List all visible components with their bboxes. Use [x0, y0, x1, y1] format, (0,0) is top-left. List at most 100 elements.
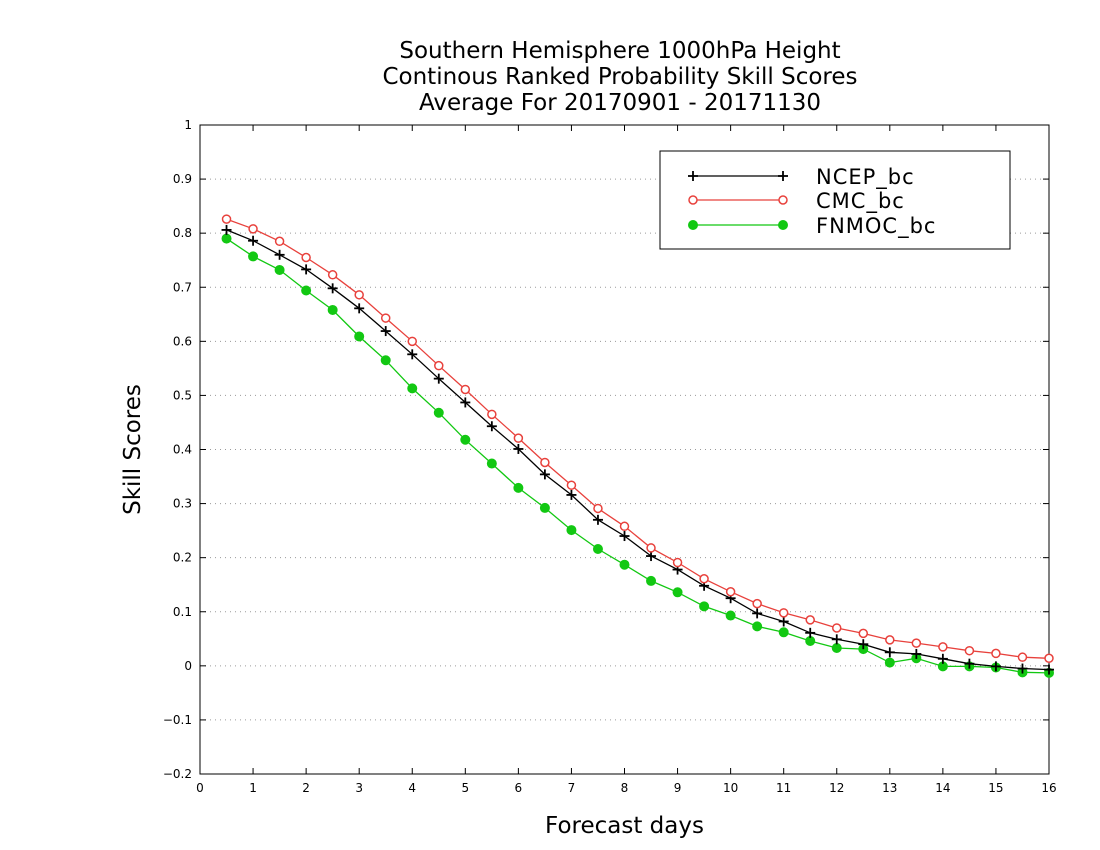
data-point-fnmoc-bc	[752, 621, 763, 632]
data-point-fnmoc-bc	[619, 559, 630, 570]
data-point-ncep-bc	[646, 551, 657, 562]
data-point-cmc-bc	[725, 586, 736, 597]
legend-label-ncep-bc: NCEP_bc	[816, 165, 915, 190]
data-point-ncep-bc	[592, 514, 603, 525]
series-cmc-bc	[221, 214, 1054, 664]
legend-marker-cmc-bc	[688, 195, 698, 205]
data-point-ncep-bc	[380, 326, 391, 337]
y-tick-label: 0.9	[173, 172, 192, 186]
data-point-cmc-bc	[434, 360, 444, 371]
data-point-ncep-bc	[221, 224, 232, 235]
title-line-1: Southern Hemisphere 1000hPa Height	[399, 38, 840, 64]
data-point-cmc-bc	[778, 608, 789, 618]
data-point-fnmoc-bc	[539, 502, 550, 513]
x-tick-label: 15	[988, 781, 1003, 795]
data-point-ncep-bc	[539, 469, 550, 480]
data-point-cmc-bc	[991, 648, 1001, 659]
y-tick-label: 0.5	[173, 388, 192, 402]
data-point-ncep-bc	[486, 421, 497, 432]
data-point-fnmoc-bc	[699, 601, 710, 612]
y-tick-label: 0.2	[173, 551, 192, 565]
data-point-fnmoc-bc	[327, 304, 338, 315]
data-point-fnmoc-bc	[646, 575, 657, 586]
data-point-ncep-bc	[752, 608, 763, 619]
data-point-cmc-bc	[805, 615, 815, 625]
data-point-ncep-bc	[407, 349, 418, 360]
data-point-fnmoc-bc	[248, 251, 259, 262]
data-point-ncep-bc	[327, 283, 338, 294]
data-point-cmc-bc	[699, 574, 709, 584]
x-tick-label: 14	[935, 781, 950, 795]
data-point-ncep-bc	[433, 373, 444, 384]
x-tick-label: 2	[302, 781, 310, 795]
y-axis-label: Skill Scores	[120, 384, 146, 515]
data-point-fnmoc-bc	[407, 383, 418, 394]
data-point-fnmoc-bc	[486, 458, 497, 469]
x-axis-label: Forecast days	[545, 813, 704, 839]
data-point-fnmoc-bc	[221, 233, 232, 244]
data-point-fnmoc-bc	[778, 627, 789, 638]
x-tick-label: 13	[882, 781, 897, 795]
data-point-cmc-bc	[354, 290, 364, 300]
data-point-ncep-bc	[619, 531, 630, 542]
y-tick-label: −0.2	[163, 767, 192, 781]
data-point-cmc-bc	[248, 224, 258, 234]
data-point-cmc-bc	[752, 598, 762, 609]
data-point-fnmoc-bc	[884, 657, 895, 668]
data-point-ncep-bc	[911, 648, 922, 659]
y-tick-label: 0	[184, 659, 192, 673]
data-point-fnmoc-bc	[460, 434, 471, 445]
axis-ticks: −0.2−0.100.10.20.30.40.50.60.70.80.910 1 2…	[163, 118, 1057, 795]
data-point-fnmoc-bc	[592, 544, 603, 555]
data-point-cmc-bc	[407, 336, 417, 347]
data-point-fnmoc-bc	[725, 610, 736, 621]
data-point-fnmoc-bc	[566, 525, 577, 536]
x-tick-label: 8	[621, 781, 629, 795]
x-tick-label: 11	[776, 781, 791, 795]
data-point-ncep-bc	[858, 639, 869, 650]
data-point-cmc-bc	[646, 543, 656, 553]
data-point-cmc-bc	[566, 480, 577, 490]
data-point-fnmoc-bc	[354, 331, 365, 342]
data-point-fnmoc-bc	[433, 407, 444, 418]
y-tick-label: 0.1	[173, 605, 192, 619]
x-tick-label: 3	[355, 781, 363, 795]
y-tick-label: 1	[184, 118, 192, 132]
data-point-cmc-bc	[1044, 653, 1054, 664]
data-point-fnmoc-bc	[301, 285, 312, 296]
y-tick-label: 0.4	[173, 443, 192, 457]
legend-marker-fnmoc-bc	[778, 220, 788, 230]
legend-label-cmc-bc: CMC_bc	[816, 189, 905, 214]
data-point-ncep-bc	[513, 443, 524, 454]
data-point-cmc-bc	[274, 236, 285, 247]
data-point-ncep-bc	[301, 264, 312, 275]
series-fnmoc-bc	[221, 233, 1054, 678]
legend-marker-fnmoc-bc	[688, 220, 698, 230]
y-tick-label: 0.3	[173, 497, 192, 511]
data-point-ncep-bc	[1044, 664, 1054, 675]
series-ncep-bc	[221, 224, 1054, 675]
x-tick-label: 6	[515, 781, 523, 795]
y-tick-label: 0.8	[173, 226, 192, 240]
legend-marker-cmc-bc	[778, 195, 788, 205]
data-point-cmc-bc	[301, 252, 311, 263]
data-point-ncep-bc	[937, 653, 948, 664]
x-tick-label: 4	[408, 781, 416, 795]
data-point-ncep-bc	[805, 627, 816, 638]
x-tick-label: 1	[249, 781, 257, 795]
data-point-cmc-bc	[832, 623, 842, 633]
data-point-ncep-bc	[1017, 663, 1028, 674]
data-point-cmc-bc	[858, 628, 869, 639]
data-point-ncep-bc	[884, 647, 895, 658]
data-point-cmc-bc	[938, 642, 948, 652]
chart-title: Southern Hemisphere 1000hPa HeightContin…	[382, 38, 857, 116]
data-point-cmc-bc	[540, 457, 550, 468]
y-tick-label: 0.7	[173, 280, 192, 294]
title-line-2: Continous Ranked Probability Skill Score…	[382, 64, 857, 90]
data-point-cmc-bc	[221, 214, 232, 224]
y-tick-label: −0.1	[163, 713, 192, 727]
data-point-fnmoc-bc	[274, 264, 285, 275]
data-point-ncep-bc	[248, 235, 259, 246]
